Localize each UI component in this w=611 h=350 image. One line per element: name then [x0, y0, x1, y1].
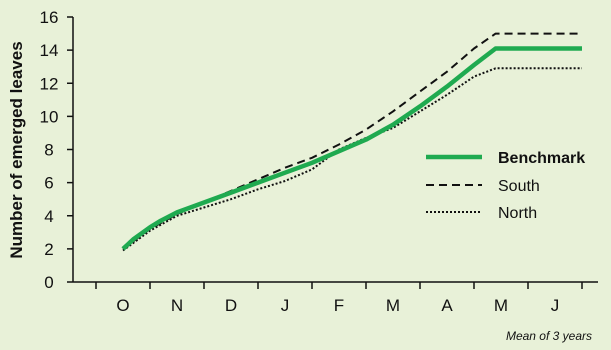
chart-note: Mean of 3 years	[506, 329, 592, 343]
y-tick-label: 10	[40, 107, 59, 126]
x-tick-label: D	[225, 296, 237, 315]
y-tick-label: 2	[44, 240, 53, 259]
x-tick-label: A	[441, 296, 453, 315]
y-tick-label: 8	[44, 141, 53, 160]
y-tick-label: 6	[44, 174, 53, 193]
y-tick-label: 16	[40, 8, 59, 27]
x-tick-label: J	[551, 296, 560, 315]
legend-label-south: South	[498, 178, 540, 195]
y-tick-label: 0	[44, 273, 53, 292]
x-tick-label: M	[494, 296, 508, 315]
x-tick-label: F	[334, 296, 344, 315]
x-tick-label: M	[386, 296, 400, 315]
y-axis-label: Number of emerged leaves	[7, 41, 26, 258]
x-tick-label: O	[116, 296, 129, 315]
series-group	[121, 32, 582, 252]
y-tick-group: 0 2 4 6 8 10 12 14 16	[40, 8, 73, 292]
legend: Benchmark South North	[426, 150, 585, 222]
series-line-benchmark	[121, 46, 582, 251]
legend-label-benchmark: Benchmark	[498, 150, 585, 167]
series-line-north	[122, 67, 582, 252]
y-tick-label: 12	[40, 74, 59, 93]
legend-label-north: North	[498, 205, 537, 222]
series-line-south	[122, 32, 582, 250]
y-tick-label: 4	[44, 207, 53, 226]
y-tick-label: 14	[40, 41, 59, 60]
x-tick-label: N	[171, 296, 183, 315]
x-tick-label: J	[281, 296, 290, 315]
